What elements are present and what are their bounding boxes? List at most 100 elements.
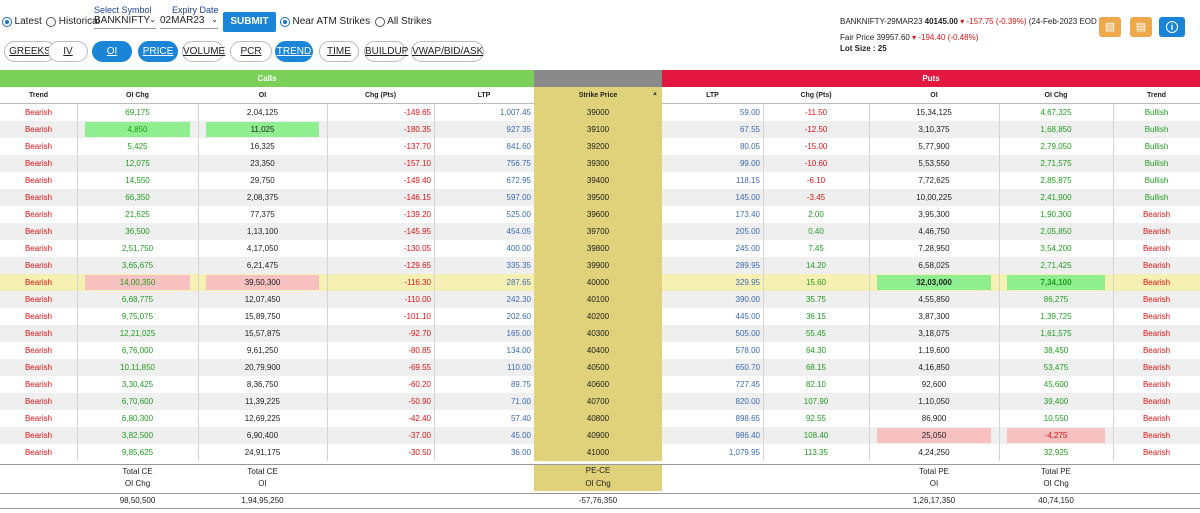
tab-time[interactable]: TIME	[319, 41, 359, 62]
header-pe-chg: Chg (Pts)	[800, 92, 832, 99]
column-divider	[327, 393, 328, 410]
header-strike-price[interactable]: Strike Price	[534, 87, 662, 104]
pe-trend-cell: Bearish	[1142, 244, 1171, 253]
column-divider	[434, 308, 435, 325]
column-divider	[77, 104, 78, 121]
column-divider	[327, 138, 328, 155]
column-divider	[198, 291, 199, 308]
all-strikes-radio[interactable]	[374, 16, 385, 27]
tab-buildup[interactable]: BUILDUP	[364, 41, 408, 62]
strike-price-cell: 39700	[534, 223, 662, 240]
pe-chg-cell: -6.10	[806, 176, 826, 185]
ce-oi-chg-cell: 9,75,075	[121, 312, 154, 321]
column-divider	[198, 121, 199, 138]
column-divider	[1113, 274, 1114, 291]
submit-button[interactable]: SUBMIT	[223, 12, 276, 32]
pdf-export-button[interactable]: ▤	[1130, 17, 1152, 37]
pe-ltp-cell: 1,079.95	[728, 448, 760, 457]
expiry-select[interactable]: 02MAR23 ⌄	[160, 15, 218, 29]
column-divider	[1113, 189, 1114, 206]
pe-oi-cell: 5,53,550	[918, 159, 950, 168]
column-divider	[999, 410, 1000, 427]
column-divider	[77, 393, 78, 410]
table-row: Bearish 14,00,350 39,50,300 -116.30 287.65 40…	[0, 274, 1200, 291]
sort-asc-icon[interactable]: ▲	[652, 91, 658, 97]
excel-export-button[interactable]: ▧	[1099, 17, 1121, 37]
near-atm-radio[interactable]	[280, 16, 290, 27]
column-divider	[763, 155, 764, 172]
historical-radio[interactable]	[46, 16, 57, 27]
column-divider	[327, 291, 328, 308]
column-divider	[77, 376, 78, 393]
tab-label: PCR	[240, 46, 262, 57]
latest-option[interactable]: Latest Historical	[2, 16, 100, 27]
column-divider	[434, 223, 435, 240]
tab-vwap-bid-ask[interactable]: VWAP/BID/ASK	[411, 41, 484, 62]
column-divider	[198, 274, 199, 291]
column-divider	[1113, 240, 1114, 257]
column-divider	[198, 308, 199, 325]
ce-ltp-cell: 165.00	[506, 329, 531, 338]
ce-oi-cell: 11,39,225	[245, 397, 280, 406]
table-row: Bearish 14,550 29,750 -149.40 672.95 39400 118…	[0, 172, 1200, 189]
pe-ltp-cell: 727.45	[735, 380, 760, 389]
ce-oi-chg-cell: 12,21,025	[119, 329, 156, 338]
ce-chg-cell: -145.95	[403, 227, 431, 236]
ce-oi-chg-cell: 9,85,625	[121, 448, 154, 457]
tab-trend[interactable]: TREND	[275, 41, 313, 62]
symbol-select[interactable]: BANKNIFTY ⌄	[94, 15, 156, 29]
strike-price-cell: 40900	[534, 427, 662, 444]
column-divider	[1113, 325, 1114, 342]
pe-oi-cell: 4,16,850	[918, 363, 950, 372]
strike-price-cell: 40500	[534, 359, 662, 376]
column-divider	[77, 274, 78, 291]
pe-oi-chg-cell: 86,275	[1043, 295, 1069, 304]
pe-ltp-cell: 67.55	[739, 125, 760, 134]
strike-price-cell: 40300	[534, 325, 662, 342]
pe-oi-chg-cell: 39,400	[1043, 397, 1069, 406]
fair-value: 39957.60	[876, 33, 910, 42]
tab-price[interactable]: PRICE	[138, 41, 178, 62]
pe-oi-cell: 3,10,375	[918, 125, 950, 134]
column-divider	[763, 172, 764, 189]
table-row: Bearish 9,85,625 24,91,175 -30.50 36.00 41000…	[0, 444, 1200, 461]
ce-ltp-cell: 672.95	[506, 176, 531, 185]
column-divider	[327, 104, 328, 121]
tab-iv[interactable]: IV	[48, 41, 88, 62]
ce-ltp-cell: 89.75	[510, 380, 531, 389]
column-divider	[77, 206, 78, 223]
pe-ltp-cell: 118.15	[736, 176, 760, 185]
ce-oi-chg-cell: 5,425	[127, 142, 148, 151]
ce-oi-chg-cell: 69,175	[125, 108, 150, 117]
column-divider	[198, 359, 199, 376]
column-divider	[999, 155, 1000, 172]
ce-chg-cell: -37.00	[408, 431, 431, 440]
column-divider	[999, 121, 1000, 138]
column-divider	[869, 427, 870, 444]
tab-label: PRICE	[142, 46, 174, 57]
total-value-ce-oi: 1,94,95,250	[241, 496, 284, 505]
latest-radio[interactable]	[2, 16, 12, 27]
tab-pcr[interactable]: PCR	[230, 41, 272, 62]
pdf-icon: ▤	[1135, 21, 1147, 33]
tab-volume[interactable]: VOLUME	[182, 41, 225, 62]
column-divider	[327, 155, 328, 172]
ce-ltp-cell: 756.75	[506, 159, 531, 168]
future-change: -157.75 (-0.39%)	[966, 17, 1027, 26]
ce-oi-cell: 9,61,250	[246, 346, 279, 355]
column-divider	[1113, 172, 1114, 189]
ce-trend-cell: Bearish	[24, 346, 53, 355]
tab-oi[interactable]: OI	[92, 41, 132, 62]
pe-trend-cell: Bearish	[1142, 227, 1171, 236]
column-divider	[434, 104, 435, 121]
ce-oi-cell: 23,350	[250, 159, 275, 168]
ce-ltp-cell: 36.00	[510, 448, 531, 457]
info-button[interactable]: i	[1159, 17, 1185, 37]
column-divider	[763, 223, 764, 240]
pe-oi-chg-cell: 3,54,200	[1040, 244, 1072, 253]
column-divider	[999, 172, 1000, 189]
strike-section-header	[534, 70, 662, 87]
section-header: Calls Puts	[0, 70, 1200, 87]
pe-oi-chg-cell: 1,68,850	[1040, 125, 1072, 134]
column-divider	[763, 240, 764, 257]
